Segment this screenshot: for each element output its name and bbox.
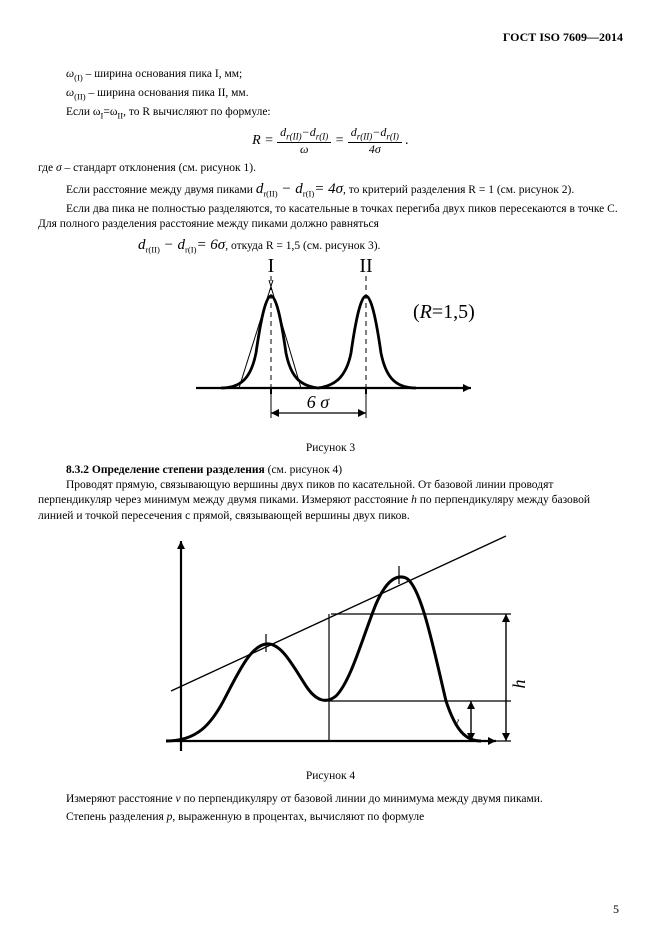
line-omega1: ω(I) – ширина основания пика I, мм; [38, 67, 623, 84]
f-d1: ω [300, 142, 308, 156]
line-omega2: ω(II) – ширина основания пика II, мм. [38, 86, 623, 103]
f-n1c: −d [302, 125, 316, 139]
s-bs: r(I) [185, 244, 196, 254]
fig3-R-label: (R=1,5) [413, 301, 475, 323]
c-a: Если расстояние между двумя пиками [66, 184, 256, 196]
fig3-label-II: II [359, 258, 372, 277]
cond-b: =ω [103, 106, 117, 118]
tail-p1: Измеряют расстояние v по перпендикуляру … [38, 792, 623, 808]
f-lhs: R = [252, 133, 274, 148]
c-bs: r(II) [263, 188, 277, 198]
frac1: dr(II)−dr(I) ω [277, 126, 331, 155]
fig3-label-I: I [267, 258, 274, 277]
stt: (см. рисунок 4) [268, 464, 343, 476]
s-b: − d [160, 237, 185, 253]
s-c: = 6σ [196, 237, 225, 253]
omega2-txt: – ширина основания пика II, мм. [86, 87, 249, 99]
s-as: r(II) [146, 244, 160, 254]
six-sigma-line: dr(II) − dr(I)= 6σ, откуда R = 1,5 (см. … [38, 235, 623, 256]
cond-d: , то R вычисляют по формуле: [123, 106, 270, 118]
tail-p2: Степень разделения p, выраженную в проце… [38, 810, 623, 826]
section-832-p1: Проводят прямую, связывающую вершины дву… [38, 478, 623, 525]
figure3-wrap: I II (R=1,5) 6 σ [38, 258, 623, 438]
f-n1b: r(II) [286, 131, 302, 141]
t2a: Степень разделения [66, 811, 167, 823]
c-d: = 4σ [314, 181, 343, 197]
f-n2d: r(I) [386, 131, 399, 141]
where-sigma: где σ – стандарт отклонения (см. рисунок… [38, 161, 623, 177]
t1a: Измеряют расстояние [66, 793, 176, 805]
fig4-h: h [509, 680, 529, 689]
tangent-text: Если два пика не полностью разделяются, … [38, 202, 623, 233]
omega2-sym: ω [66, 87, 74, 99]
formula-R: R = dr(II)−dr(I) ω = dr(II)−dr(I) 4σ . [38, 126, 623, 155]
line-cond: Если ωI=ωII, то R вычисляют по формуле: [38, 105, 623, 122]
st: Определение степени разделения [89, 464, 268, 476]
fig3-6sigma: 6 σ [306, 392, 330, 412]
w-a: где [38, 162, 56, 174]
standard-header: ГОСТ ISO 7609—2014 [38, 30, 623, 45]
t1b: по перпендикуляру от базовой линии до ми… [181, 793, 543, 805]
s-a: d [138, 237, 146, 253]
fig4-v: v [452, 715, 459, 730]
omega1-sub: (I) [74, 72, 83, 82]
figure3-svg: I II (R=1,5) 6 σ [181, 258, 481, 438]
omega2-sub: (II) [74, 91, 85, 101]
sn: 8.3.2 [66, 464, 89, 476]
c-e: , то критерий разделения R = 1 (см. рису… [343, 184, 574, 196]
f-n2c: −d [372, 125, 386, 139]
f-n1d: r(I) [316, 131, 329, 141]
w-c: – стандарт отклонения (см. рисунок 1). [62, 162, 256, 174]
cond-a: Если ω [66, 106, 100, 118]
f-n2b: r(II) [357, 131, 373, 141]
page: ГОСТ ISO 7609—2014 ω(I) – ширина основан… [0, 0, 661, 935]
omega1-sym: ω [66, 68, 74, 80]
f-dot: . [405, 133, 409, 148]
s-d: , откуда R = 1,5 (см. рисунок 3). [225, 240, 380, 252]
figure4-wrap: h v [38, 526, 623, 766]
omega1-txt: – ширина основания пика I, мм; [83, 68, 242, 80]
c-c: − d [278, 181, 303, 197]
fig3-caption: Рисунок 3 [38, 442, 623, 454]
page-number: 5 [613, 902, 619, 917]
section-832-head: 8.3.2 Определение степени разделения (см… [38, 464, 623, 476]
figure4-svg: h v [111, 526, 551, 766]
f-eq: = [335, 133, 348, 148]
fig4-caption: Рисунок 4 [38, 770, 623, 782]
crit-R1: Если расстояние между двумя пиками dr(II… [38, 179, 623, 200]
t2b: , выраженную в процентах, вычисляют по ф… [172, 811, 424, 823]
f-d2: 4σ [369, 142, 381, 156]
frac2: dr(II)−dr(I) 4σ [348, 126, 402, 155]
c-cs: r(I) [303, 188, 314, 198]
